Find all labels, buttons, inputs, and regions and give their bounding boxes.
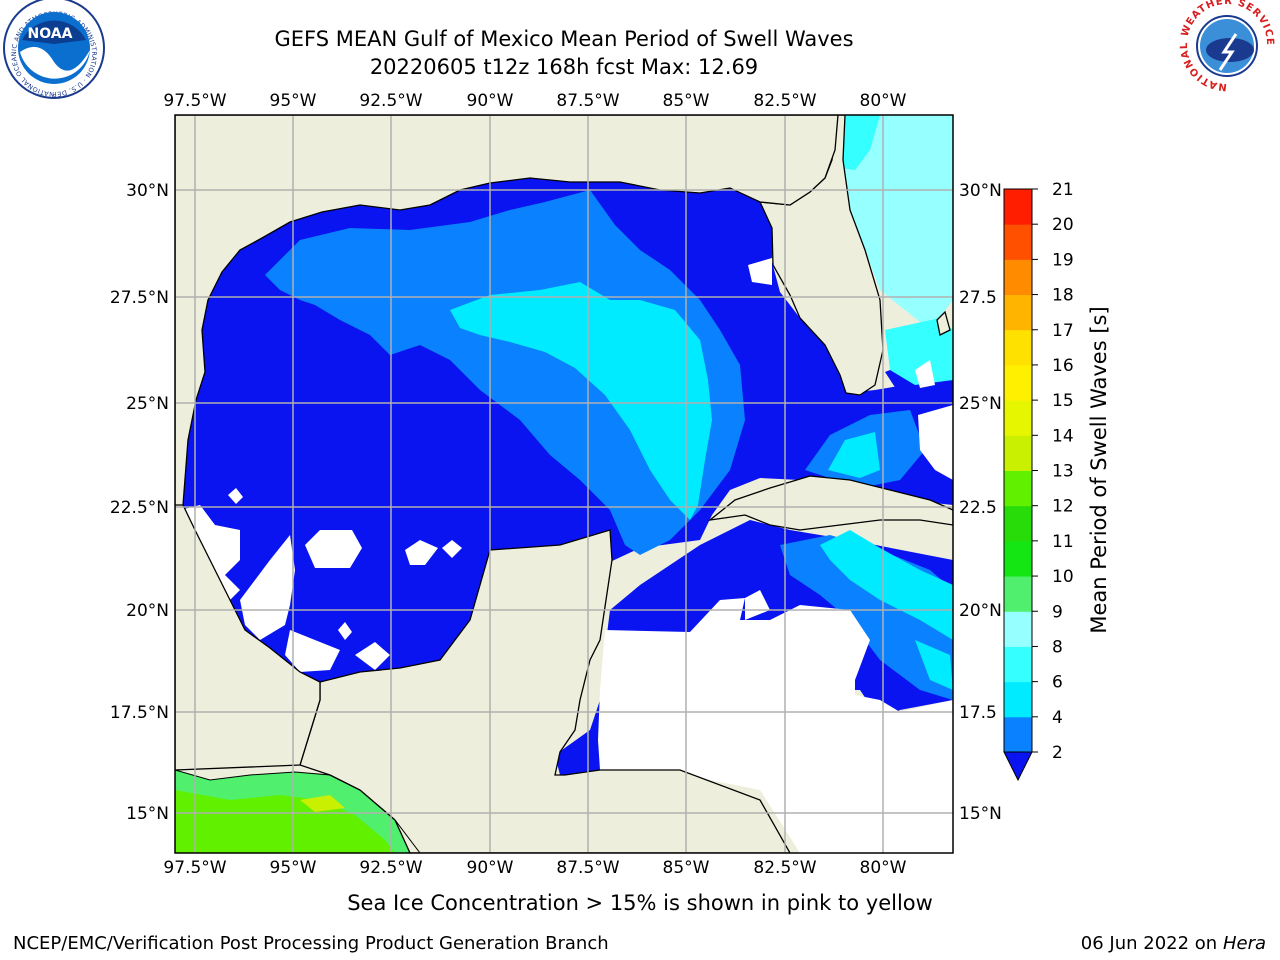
noaa-logo: NATIONAL OCEANIC AND ATMOSPHERIC ADMINIS… <box>0 0 105 99</box>
period-6-8-core <box>450 282 712 520</box>
colorbar-tick-label: 13 <box>1052 462 1074 482</box>
colorbar-segment <box>1004 435 1032 471</box>
colorbar-tick-label: 19 <box>1052 250 1074 270</box>
lat-ticks-right: 30°N 27.5 25°N 22.5 20°N 17.5 15°N <box>959 181 1002 824</box>
lon-tick-top: 82.5°W <box>753 91 816 111</box>
colorbar-segment <box>1004 716 1032 753</box>
period-6-8-atlantic-keys <box>885 318 953 385</box>
lon-tick-bottom: 90°W <box>467 858 514 878</box>
lat-tick-right: 30°N <box>959 181 1002 201</box>
period-6-8-atlantic <box>835 115 880 170</box>
date-text: 06 Jun 2022 on <box>1080 933 1218 954</box>
lon-tick-bottom: 97.5°W <box>163 858 226 878</box>
lat-tick-right: 15°N <box>959 804 1002 824</box>
lon-tick-bottom: 82.5°W <box>753 858 816 878</box>
lat-tick-left: 17.5°N <box>110 703 169 723</box>
colorbar-segment <box>1004 681 1032 718</box>
colorbar-tick-label: 18 <box>1052 286 1074 306</box>
colorbar-segment <box>1004 224 1032 260</box>
lon-tick-bottom: 85°W <box>663 858 710 878</box>
colorbar-tick-label: 16 <box>1052 356 1074 376</box>
plot-title: GEFS MEAN Gulf of Mexico Mean Period of … <box>274 27 854 51</box>
colorbar-tick-label: 10 <box>1052 567 1074 587</box>
colorbar-segment <box>1004 576 1032 612</box>
colorbar-tick-label: 15 <box>1052 391 1074 411</box>
lon-tick-bottom: 80°W <box>860 858 907 878</box>
colorbar-segment <box>1004 259 1032 296</box>
lon-tick-top: 85°W <box>663 91 710 111</box>
colorbar-tick-label: 20 <box>1052 215 1074 235</box>
colorbar-segment <box>1004 505 1032 542</box>
period-6-8-south-caribbean <box>915 640 953 690</box>
colorbar-tick-label: 11 <box>1052 532 1074 552</box>
map-gridlines <box>175 115 953 853</box>
lat-tick-right: 20°N <box>959 601 1002 621</box>
sea-ice-note: Sea Ice Concentration > 15% is shown in … <box>347 891 933 915</box>
lat-tick-left: 30°N <box>126 181 169 201</box>
lon-tick-top: 87.5°W <box>556 91 619 111</box>
lat-tick-left: 27.5°N <box>110 288 169 308</box>
lat-tick-left: 22.5°N <box>110 498 169 518</box>
lon-ticks-top: 97.5°W 95°W 92.5°W 90°W 87.5°W 85°W 82.5… <box>163 91 906 111</box>
date-stamp: 06 Jun 2022 on Hera <box>1081 933 1266 954</box>
colorbar-extend-min <box>1003 751 1033 782</box>
colorbar-tick-label: 9 <box>1052 602 1063 622</box>
colorbar-segment <box>1004 646 1032 683</box>
lon-tick-bottom: 87.5°W <box>556 858 619 878</box>
colorbar-tick-label: 12 <box>1052 497 1074 517</box>
colorbar-segment <box>1004 540 1032 577</box>
lon-tick-top: 90°W <box>467 91 514 111</box>
lon-tick-bottom: 95°W <box>270 858 317 878</box>
land-masses <box>175 115 953 853</box>
pacific-yellow-patch <box>300 795 345 812</box>
lat-tick-left: 15°N <box>126 804 169 824</box>
machine-name: Hera <box>1222 933 1266 954</box>
colorbar-tick-label: 4 <box>1052 708 1063 728</box>
colorbar-tick-label: 14 <box>1052 426 1074 446</box>
lon-tick-top: 95°W <box>270 91 317 111</box>
period-4-6-region <box>265 190 745 555</box>
lon-ticks-bottom: 97.5°W 95°W 92.5°W 90°W 87.5°W 85°W 82.5… <box>163 858 906 878</box>
colorbar-segment <box>1004 294 1032 331</box>
lat-tick-right: 17.5 <box>959 703 997 723</box>
colorbar-segment <box>1004 189 1032 225</box>
map-frame <box>174 114 954 854</box>
nws-logo: NATIONAL WEATHER SERVICE <box>1179 0 1275 92</box>
colorbar-segment <box>1004 364 1032 401</box>
lon-tick-top: 80°W <box>860 91 907 111</box>
credit-text: NCEP/EMC/Verification Post Processing Pr… <box>13 933 609 954</box>
bahamas-andros <box>936 310 951 336</box>
colorbar-segment <box>1004 329 1032 366</box>
central-america-shore <box>175 769 421 853</box>
noaa-logo-text: NOAA <box>28 26 73 42</box>
plot-subtitle: 20220605 t12z 168h fcst Max: 12.69 <box>369 55 759 79</box>
lat-tick-left: 20°N <box>126 601 169 621</box>
period-6-8-east <box>828 432 880 478</box>
yucatan-peninsula <box>299 529 791 853</box>
lat-tick-right: 25°N <box>959 394 1002 414</box>
lon-tick-bottom: 92.5°W <box>359 858 422 878</box>
lat-tick-right: 27.5 <box>959 288 997 308</box>
colorbar-segment <box>1004 470 1032 507</box>
colorbar-segment <box>1004 611 1032 647</box>
colorbar-label: Mean Period of Swell Waves [s] <box>1087 306 1111 633</box>
lat-tick-right: 22.5 <box>959 498 997 518</box>
pacific-water-long-period <box>175 790 395 853</box>
period-6-8-caribbean <box>820 530 953 640</box>
colorbar-segment <box>1004 400 1032 436</box>
colorbar-tick-label: 8 <box>1052 637 1063 657</box>
map-area <box>175 115 953 853</box>
lat-tick-left: 25°N <box>126 394 169 414</box>
colorbar-tick-label: 2 <box>1052 743 1063 763</box>
lon-tick-top: 97.5°W <box>163 91 226 111</box>
colorbar: 2 4 6 8 9 10 11 12 13 14 15 16 17 18 19 20 21 <box>1003 180 1074 782</box>
colorbar-tick-label: 21 <box>1052 180 1074 200</box>
lat-ticks-left: 30°N 27.5°N 25°N 22.5°N 20°N 17.5°N 15°N <box>110 181 169 824</box>
colorbar-tick-label: 6 <box>1052 673 1063 693</box>
lon-tick-top: 92.5°W <box>359 91 422 111</box>
period-8-9-atlantic <box>832 115 953 330</box>
colorbar-tick-label: 17 <box>1052 321 1074 341</box>
gulf-coast-north <box>175 115 839 511</box>
